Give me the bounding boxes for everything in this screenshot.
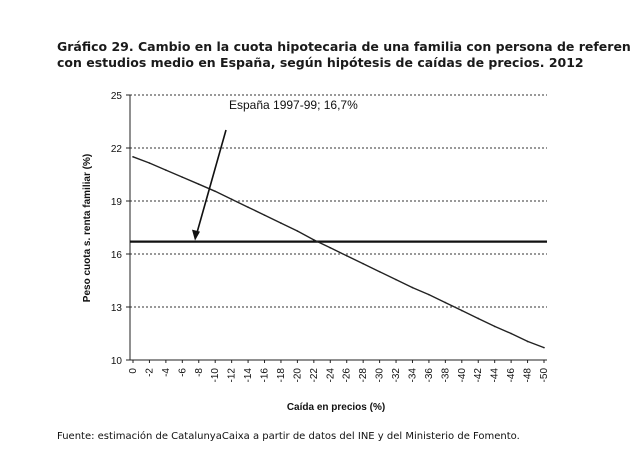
x-tick-label-24: -48 <box>523 368 534 383</box>
x-tick-label-4: -8 <box>194 368 205 377</box>
series-point-12 <box>329 247 332 249</box>
series-points <box>132 156 545 349</box>
x-tick-label-3: -6 <box>177 368 188 377</box>
series-point-0 <box>132 156 134 158</box>
x-tick-label-13: -26 <box>342 368 353 383</box>
series-line <box>132 156 545 349</box>
x-tick-label-21: -42 <box>473 368 484 383</box>
x-tick-label-8: -16 <box>260 368 271 383</box>
series-point-4 <box>197 183 200 186</box>
series-point-11 <box>313 239 315 241</box>
x-axis-ticks: 0 -2 -4 -6 -8 -10 -12 -14 -16 -18 -20 -22 -24 -26 -28-… <box>128 360 550 382</box>
annotation-arrow <box>196 129 227 233</box>
x-tick-label-15: -30 <box>375 368 386 383</box>
x-tick-label-1: -2 <box>144 368 155 377</box>
x-tick-label-16: -32 <box>391 368 402 383</box>
y-tick-label-19: 19 <box>111 197 123 208</box>
x-tick-label-2: -4 <box>161 368 172 377</box>
x-tick-label-17: -34 <box>407 368 418 383</box>
series-point-21 <box>477 317 480 320</box>
axes <box>129 95 547 361</box>
y-tick-label-10: 10 <box>111 356 123 367</box>
series-point-5 <box>214 190 216 193</box>
x-tick-label-9: -18 <box>276 368 287 383</box>
x-axis-label: Caída en precios (%) <box>287 402 385 413</box>
grid-lines <box>130 94 547 308</box>
series-point-25 <box>543 346 545 349</box>
series-point-8 <box>263 214 266 216</box>
x-tick-label-20: -40 <box>457 368 468 383</box>
source-note: Fuente: estimación de CatalunyaCaixa a p… <box>57 431 520 442</box>
x-tick-label-7: -14 <box>243 368 254 383</box>
x-tick-label-10: -20 <box>292 368 303 383</box>
series-point-18 <box>428 293 430 296</box>
x-tick-label-12: -24 <box>325 368 336 383</box>
series-point-20 <box>461 309 463 312</box>
chart-title-line-1: Gráfico 29. Cambio en la cuota hipotecar… <box>57 39 630 54</box>
series-point-3 <box>181 176 184 178</box>
series-point-22 <box>493 325 496 328</box>
y-axis-label: Peso cuota s. renta familiar (%) <box>82 154 93 302</box>
x-tick-label-22: -44 <box>490 368 501 383</box>
y-axis-ticks: 10 13 16 19 22 25 <box>111 91 130 367</box>
series-point-16 <box>395 278 397 281</box>
series-point-1 <box>148 162 151 164</box>
x-tick-label-5: -10 <box>210 368 221 383</box>
y-tick-label-16: 16 <box>111 250 123 261</box>
series-point-13 <box>345 254 348 257</box>
series-point-7 <box>247 206 249 208</box>
x-tick-label-11: -22 <box>309 368 320 383</box>
x-tick-label-0: 0 <box>128 368 139 374</box>
series-point-9 <box>280 222 282 224</box>
series-point-17 <box>411 286 414 289</box>
y-tick-label-25: 25 <box>111 91 123 102</box>
series-point-15 <box>378 270 381 273</box>
y-tick-label-22: 22 <box>111 144 123 155</box>
x-tick-label-19: -38 <box>440 368 451 383</box>
chart-title: Gráfico 29. Cambio en la cuota hipotecar… <box>57 39 630 71</box>
x-tick-label-18: -36 <box>424 368 435 383</box>
x-tick-label-6: -12 <box>227 368 238 383</box>
x-tick-label-23: -46 <box>506 368 517 383</box>
series-point-10 <box>296 230 299 232</box>
series-point-2 <box>165 169 167 171</box>
series-point-19 <box>444 301 447 304</box>
y-tick-label-13: 13 <box>111 303 123 314</box>
x-tick-label-14: -28 <box>358 368 369 383</box>
annotation-arrowhead <box>192 229 200 241</box>
reference-line-annotation: España 1997-99; 16,7% <box>229 98 358 112</box>
series-point-14 <box>362 262 364 265</box>
chart-title-line-2: con estudios medio en España, según hipó… <box>57 55 584 70</box>
series-point-24 <box>526 340 529 343</box>
x-tick-label-25: -50 <box>539 368 550 383</box>
series-point-23 <box>510 332 512 335</box>
series-point-6 <box>230 198 233 201</box>
